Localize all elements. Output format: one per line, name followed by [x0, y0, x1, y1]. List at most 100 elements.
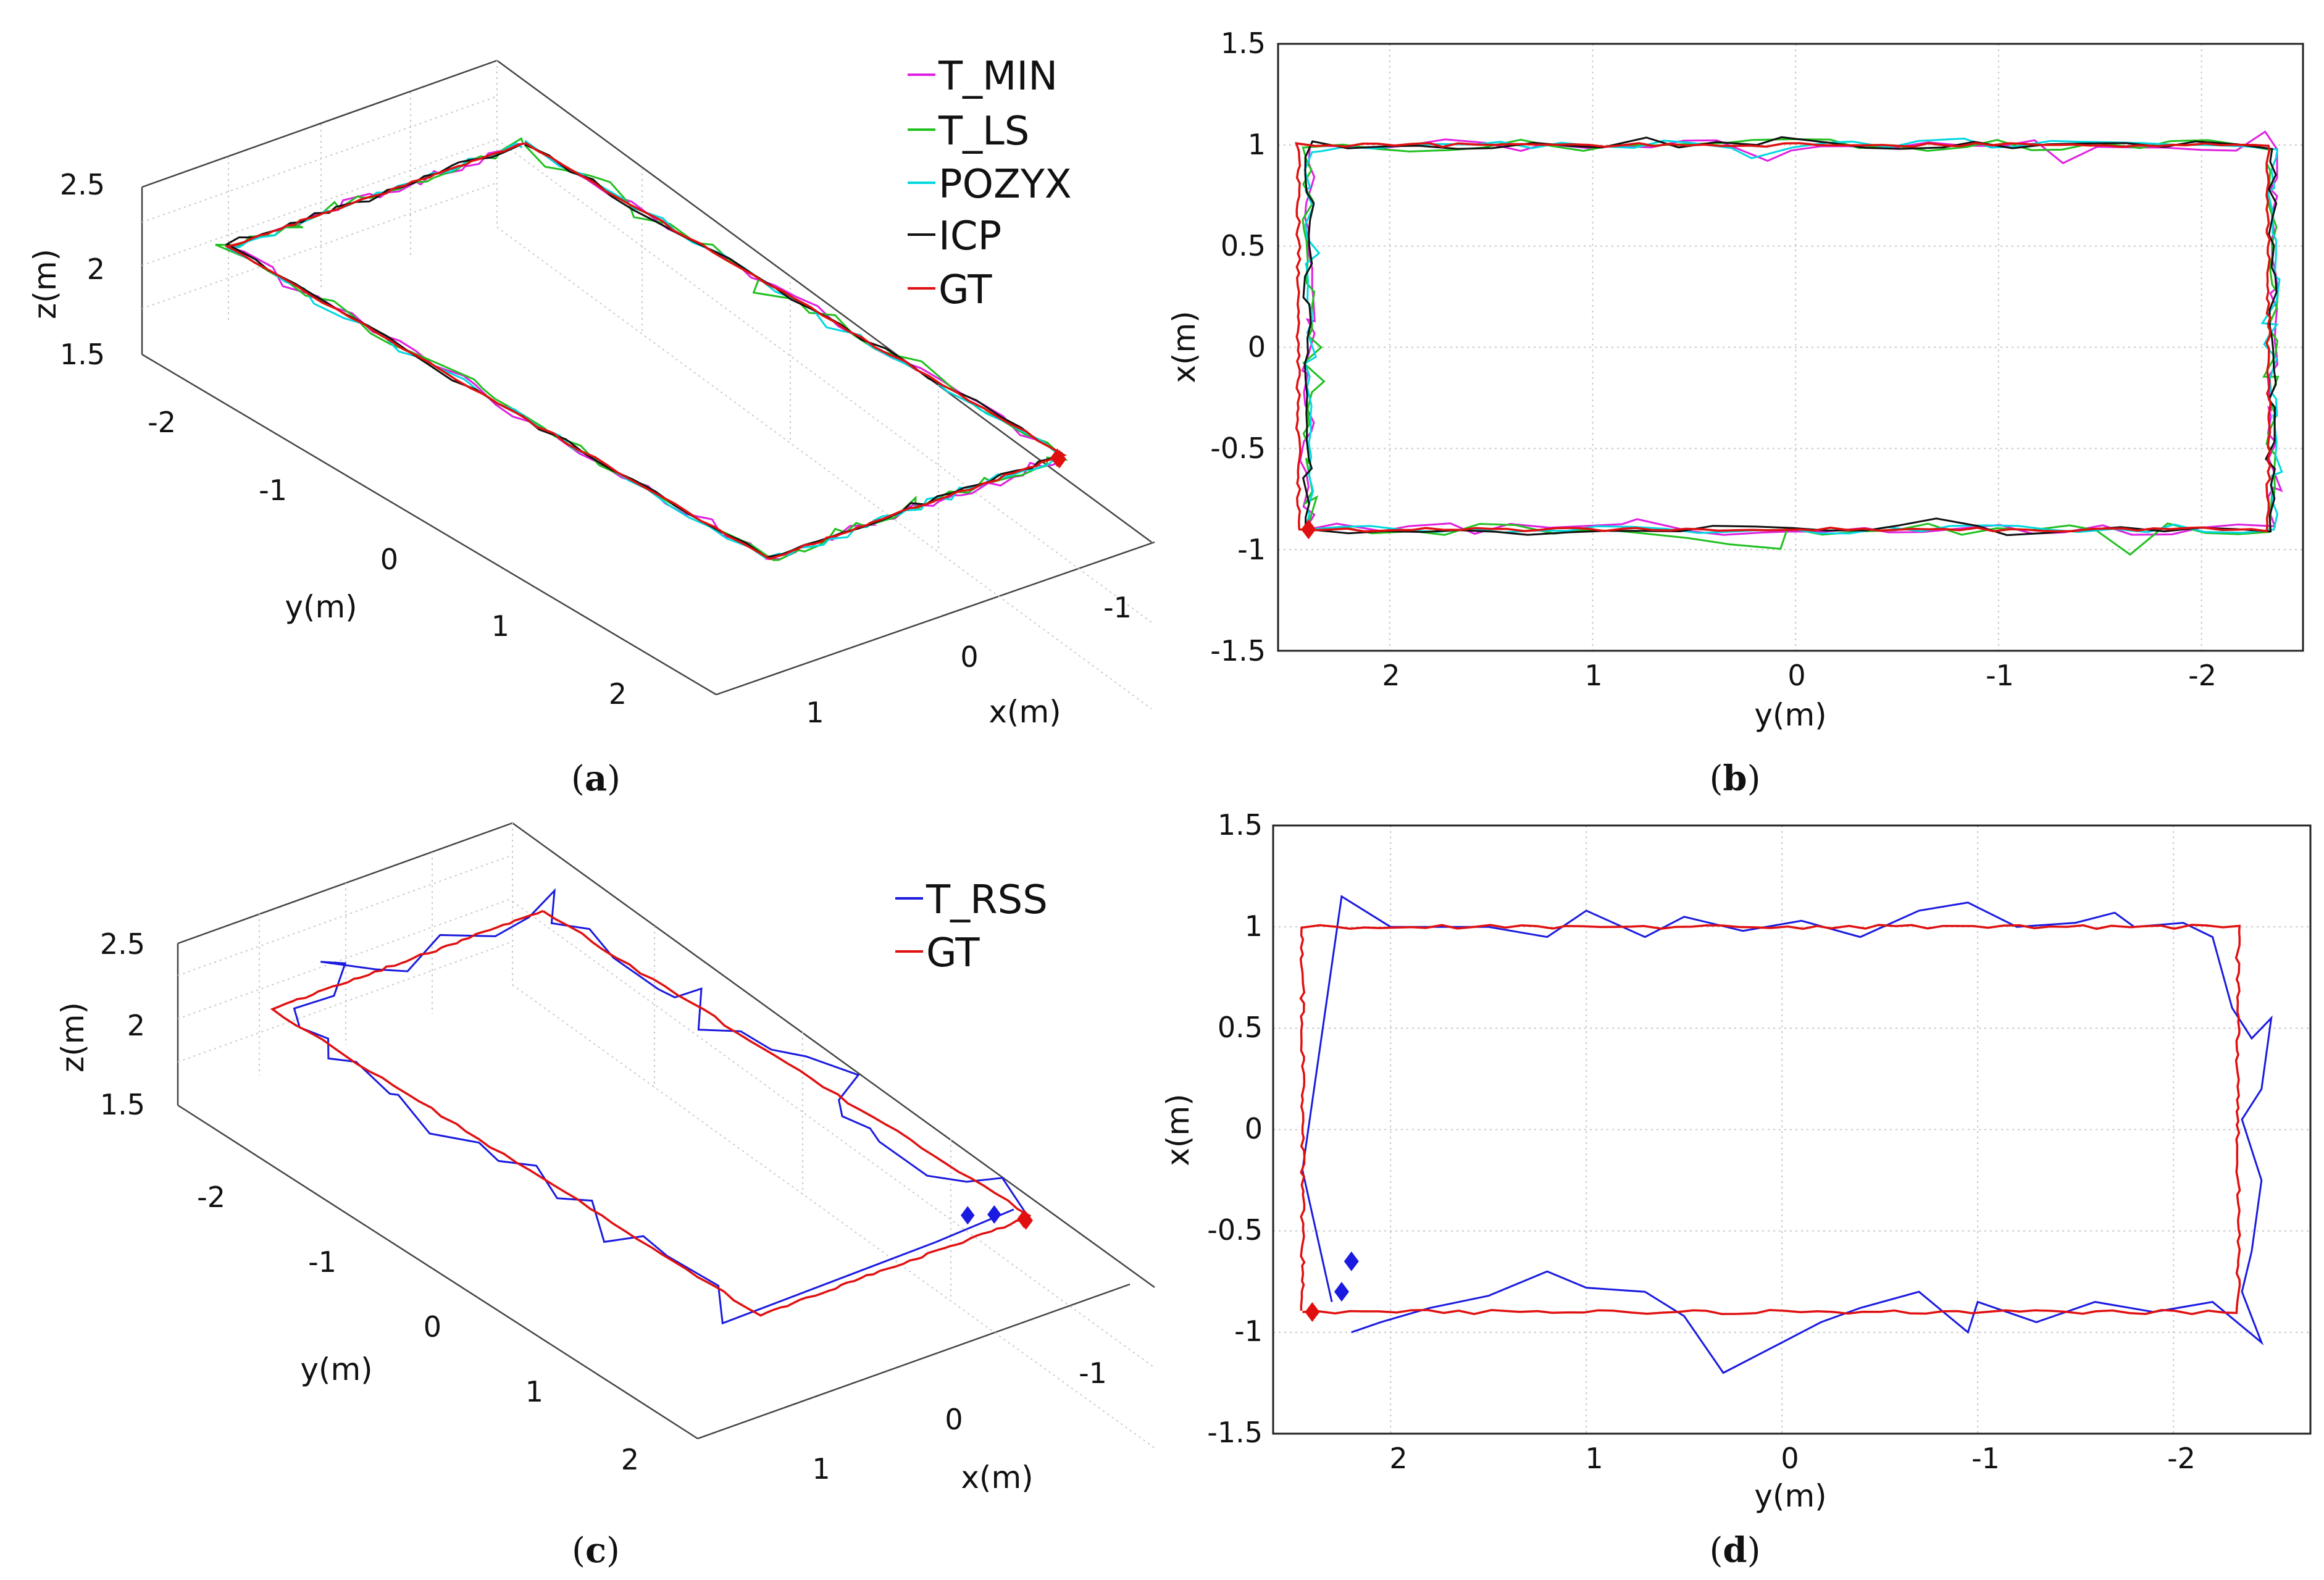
panel-a-ytick-neg1: -1 [259, 474, 287, 507]
panel-c-xlabel: x(m) [961, 1460, 1033, 1495]
panel-b-axes-frame [1277, 43, 2304, 652]
panel-d-ytick-1: 1 [1245, 909, 1263, 943]
panel-b-ytick-neg0.5: -0.5 [1210, 432, 1266, 465]
panel-a-xtick-0: 0 [960, 640, 978, 674]
legend-label-icp: ICP [938, 214, 1001, 259]
panel-a-zlabel: z(m) [27, 249, 63, 319]
panel-b-ticks: 1.5 1 0.5 0 -0.5 -1 -1.5 2 1 0 -1 -2 [1210, 27, 2217, 692]
panel-d-ytick-neg0.5: -0.5 [1207, 1213, 1263, 1247]
panel-b-ytick-1.5: 1.5 [1221, 27, 1266, 60]
series-gt [1299, 924, 2241, 1315]
panel-a-ylabel: y(m) [285, 589, 357, 625]
panel-c-trajectories [270, 888, 1033, 1325]
panel-b-caption-letter: b [1723, 758, 1747, 799]
start-marker-3d [1052, 449, 1067, 469]
panel-c-ztick-1.5: 1.5 [100, 1088, 145, 1121]
series-pozyx [1303, 137, 2283, 535]
panel-b-xtick-2: 2 [1382, 659, 1400, 692]
panel-b-grid [1278, 43, 2303, 651]
legend-label-t-min: T_MIN [938, 54, 1058, 99]
series3d-gt [270, 909, 1032, 1317]
panel-d-axes-frame [1272, 824, 2312, 1435]
panel-c-xtick-neg1: -1 [1079, 1356, 1107, 1390]
panel-c-xtick-1: 1 [812, 1452, 830, 1486]
panel-a-caption-letter: a [585, 758, 607, 799]
panel-d-trajectories [1299, 895, 2273, 1374]
panel-d-xtick-2: 2 [1389, 1442, 1407, 1475]
panel-c-ytick-1: 1 [525, 1375, 543, 1408]
panel-a-legend: T_MIN T_LS POZYX ICP GT [908, 54, 1072, 313]
start-marker [1344, 1251, 1359, 1271]
start-marker [1305, 1302, 1320, 1322]
start-marker [1334, 1282, 1349, 1302]
series-gt [1295, 141, 2272, 533]
panel-b-ytick-neg1: -1 [1237, 533, 1266, 566]
panel-d-xlabel: y(m) [1754, 1478, 1826, 1514]
panel-b-ytick-neg1.5: -1.5 [1210, 634, 1266, 667]
panel-c-ytick-neg1: -1 [308, 1245, 336, 1279]
panel-c-ylabel: y(m) [300, 1352, 372, 1387]
panel-c-3d-plot: 2.5 2 1.5 z(m) -2 -1 0 1 2 y(m) 1 0 -1 x… [55, 822, 1155, 1571]
panel-b-xtick-neg1: -1 [1986, 659, 2014, 692]
panel-b-xtick-neg2: -2 [2188, 659, 2217, 692]
panel-a-xtick-1: 1 [806, 696, 824, 729]
panel-c-ytick-2: 2 [621, 1443, 639, 1476]
panel-a-box-top-right [496, 59, 1152, 543]
panel-c-box-top-right [512, 822, 1155, 1289]
panel-c-ztick-2.5: 2.5 [100, 927, 145, 961]
panel-a-xtick-neg1: -1 [1103, 591, 1132, 624]
panel-c-box-floor-right [697, 1283, 1131, 1440]
panel-a-trajectories [215, 137, 1069, 561]
panel-c-caption-letter: c [585, 1530, 606, 1571]
panel-b-ytick-1: 1 [1248, 128, 1266, 161]
panel-c-ytick-neg2: -2 [197, 1181, 225, 1214]
panel-b-xlabel: y(m) [1754, 697, 1826, 733]
panel-a-grid [141, 61, 1152, 709]
panel-d-xtick-neg1: -1 [1971, 1442, 2000, 1475]
series3d-gt [224, 141, 1067, 561]
panel-b-2d-plot: 1.5 1 0.5 0 -0.5 -1 -1.5 2 1 0 -1 -2 y(m… [1166, 27, 2304, 799]
panel-c-grid [177, 823, 1155, 1448]
panel-d-2d-plot: 1.5 1 0.5 0 -0.5 -1 -1.5 2 1 0 -1 -2 y(m… [1160, 808, 2312, 1571]
series3d-t-rss [293, 888, 1026, 1325]
panel-d-ytick-0: 0 [1245, 1112, 1263, 1145]
panel-c-zlabel: z(m) [55, 1002, 91, 1072]
panel-a-ytick-0: 0 [380, 543, 398, 576]
panel-b-ytick-0.5: 0.5 [1221, 229, 1266, 262]
start-marker-3d [1019, 1211, 1033, 1230]
panel-a-box-floor-left [141, 353, 717, 696]
start-marker-3d [987, 1205, 1001, 1224]
panel-d-grid [1273, 825, 2310, 1434]
panel-c-xtick-0: 0 [945, 1403, 963, 1436]
panel-a-ytick-2: 2 [609, 677, 627, 711]
legend-label-gt: GT [938, 267, 992, 313]
panel-b-ylabel: x(m) [1166, 311, 1202, 383]
panel-d-ticks: 1.5 1 0.5 0 -0.5 -1 -1.5 2 1 0 -1 -2 [1207, 808, 2196, 1475]
panel-a-ztick-2: 2 [87, 253, 105, 286]
panel-d-xtick-0: 0 [1781, 1442, 1799, 1475]
panel-c-legend: T_RSS GT [895, 877, 1048, 976]
panel-c-ztick-2: 2 [127, 1009, 145, 1042]
panel-d-caption-letter: d [1723, 1530, 1747, 1571]
panel-c-ytick-0: 0 [424, 1310, 441, 1344]
panel-d-caption: (d) [1710, 1530, 1761, 1571]
series-t-min [1299, 130, 2283, 536]
panel-b-xtick-1: 1 [1584, 659, 1602, 692]
panel-c-caption: (c) [572, 1530, 620, 1571]
series-icp [1302, 136, 2278, 537]
start-marker [1301, 519, 1316, 540]
legend-label-gt-c: GT [926, 930, 980, 976]
panel-b-caption: (b) [1710, 758, 1761, 799]
panel-a-ytick-1: 1 [491, 609, 509, 643]
legend-label-t-ls: T_LS [938, 109, 1029, 154]
start-marker-3d [961, 1206, 975, 1225]
panel-a-caption: (a) [571, 758, 621, 799]
panel-a-box-top [141, 59, 498, 188]
legend-label-pozyx: POZYX [938, 162, 1072, 207]
panel-b-trajectories [1295, 130, 2283, 556]
panel-b-ytick-0: 0 [1248, 330, 1266, 364]
series3d-icp [225, 143, 1063, 558]
panel-a-ztick-2.5: 2.5 [60, 168, 105, 201]
legend-label-t-rss: T_RSS [926, 877, 1048, 923]
panel-d-ytick-neg1.5: -1.5 [1207, 1416, 1263, 1449]
